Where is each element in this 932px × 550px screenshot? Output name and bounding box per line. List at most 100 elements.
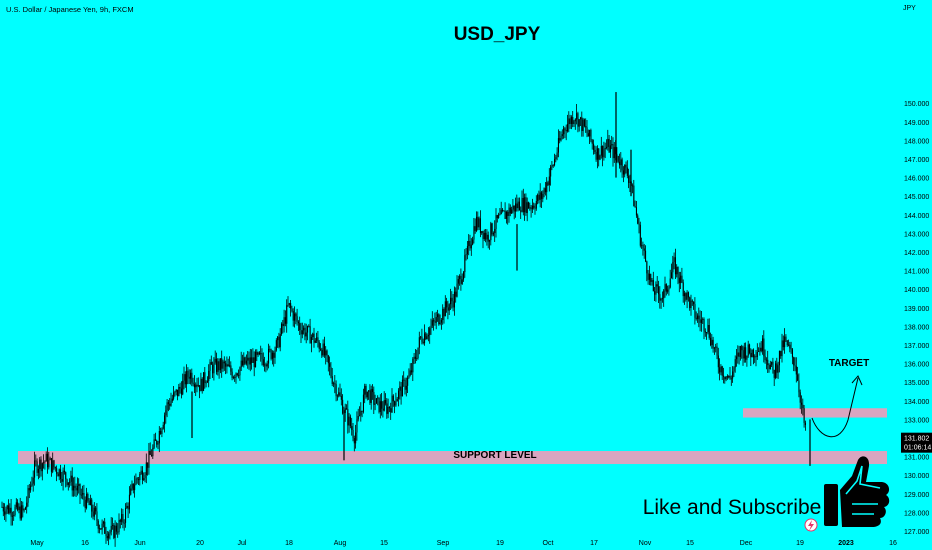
candle-body [300, 330, 302, 335]
candle-body [387, 406, 389, 414]
candle-body [132, 483, 134, 491]
candle-body [450, 297, 452, 305]
y-tick-label: 148.000 [904, 138, 929, 145]
candle-body [643, 248, 645, 251]
candle-body [474, 226, 476, 231]
candle-body [140, 470, 142, 474]
candle-body [788, 344, 790, 346]
candle-body [296, 316, 298, 322]
candle-body [56, 468, 58, 474]
candle-body [565, 129, 567, 132]
candle-body [707, 324, 709, 333]
candle-body [79, 484, 81, 495]
candle-body [801, 402, 803, 405]
candle-body [346, 408, 348, 410]
candle-body [229, 365, 231, 367]
candle-body [795, 366, 797, 375]
candle-body [347, 409, 349, 426]
candle-body [102, 521, 104, 524]
candle-body [797, 374, 799, 381]
candle-body [487, 234, 489, 242]
candle-body [244, 357, 246, 364]
candle-body [161, 428, 163, 435]
candle-body [710, 337, 712, 346]
candle-body [699, 319, 701, 323]
x-tick-label: May [30, 540, 44, 547]
candle-body [307, 325, 309, 333]
candle-body [466, 246, 468, 255]
candle-body [690, 300, 692, 309]
candle-body [758, 351, 760, 353]
candle-body [637, 215, 639, 224]
symbol-info: U.S. Dollar / Japanese Yen, 9h, FXCM [6, 5, 134, 14]
candle-body [412, 358, 414, 373]
candle-body [440, 319, 442, 323]
candle-body [447, 307, 449, 311]
target-label: TARGET [829, 358, 869, 369]
x-tick-label: 15 [686, 540, 694, 547]
candle-body [663, 290, 665, 299]
candle-body [586, 127, 588, 134]
y-tick-label: 141.000 [904, 269, 929, 276]
candle-body [169, 403, 171, 406]
candle-body [245, 360, 247, 364]
candle-body [247, 357, 249, 361]
candle-body [180, 388, 182, 395]
candle-body [611, 144, 613, 146]
candle-body [317, 337, 319, 343]
candle-body [738, 352, 740, 357]
candle-body [434, 321, 436, 323]
support-zone [18, 451, 887, 465]
candle-body [451, 297, 453, 302]
candle-body [429, 328, 431, 336]
candle-body [273, 352, 275, 358]
candle-body [784, 336, 786, 348]
y-tick-label: 140.000 [904, 287, 929, 294]
y-tick-label: 133.000 [904, 417, 929, 424]
candle-body [114, 525, 116, 538]
candle-body [745, 347, 747, 360]
candle-body [400, 386, 402, 397]
candle-body [23, 509, 25, 511]
candle-body [756, 351, 758, 357]
candle-body [115, 525, 117, 532]
candle-body [261, 353, 263, 360]
candle-body [768, 365, 770, 370]
candle-body [548, 176, 550, 185]
x-tick-label: Dec [740, 540, 753, 547]
candle-body [149, 450, 151, 455]
y-tick-label: 135.000 [904, 380, 929, 387]
candle-body [658, 286, 660, 295]
candle-body [473, 226, 475, 240]
candle-body [746, 355, 748, 360]
candle-body [459, 275, 461, 280]
candle-body [585, 126, 587, 128]
candle-body [598, 148, 600, 160]
candle-body [581, 117, 583, 132]
candle-body [145, 462, 147, 476]
candle-body [460, 275, 462, 284]
candle-body [674, 257, 676, 275]
candle-body [486, 234, 488, 240]
candle-body [192, 382, 194, 385]
x-tick-label: Jul [238, 540, 247, 547]
candle-body [503, 210, 505, 212]
candle-body [131, 483, 133, 489]
candle-body [365, 385, 367, 398]
candle-body [166, 402, 168, 411]
candle-body [382, 408, 384, 411]
candle-body [47, 453, 49, 468]
candle-body [691, 300, 693, 302]
candle-body [30, 485, 32, 491]
candle-body [143, 478, 145, 480]
candle-body [199, 385, 201, 392]
candle-body [294, 313, 296, 321]
candle-body [179, 386, 181, 389]
candle-body [546, 182, 548, 193]
candle-body [613, 147, 615, 159]
candle-body [106, 535, 108, 539]
candle-body [499, 214, 501, 215]
candle-body [240, 360, 242, 368]
candle-body [127, 505, 129, 510]
